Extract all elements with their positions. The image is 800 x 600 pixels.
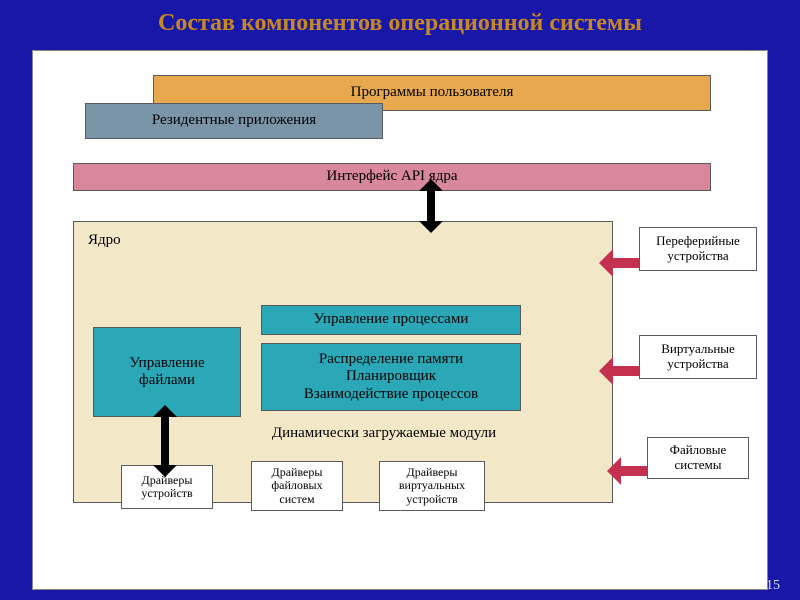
- page-title: Состав компонентов операционной системы: [0, 0, 800, 45]
- box-resident-apps: Резидентные приложения: [85, 103, 383, 139]
- diagram-canvas: Программы пользователя Резидентные прило…: [32, 50, 768, 590]
- box-driver-virtual: Драйверывиртуальныхустройств: [379, 461, 485, 511]
- box-driver-filesystems: Драйверыфайловыхсистем: [251, 461, 343, 511]
- box-process-management: Управление процессами: [261, 305, 521, 335]
- box-driver-devices: Драйверыустройств: [121, 465, 213, 509]
- label: Файловыесистемы: [670, 443, 727, 473]
- box-virtual-devices: Виртуальныеустройства: [639, 335, 757, 379]
- label: Интерфейс API ядра: [327, 168, 458, 185]
- label: Виртуальныеустройства: [661, 342, 735, 372]
- page-number: 15: [766, 578, 780, 594]
- label: Переферийныеустройства: [656, 234, 740, 264]
- label: Драйверыфайловыхсистем: [271, 466, 322, 506]
- label: Резидентные приложения: [152, 112, 316, 129]
- label: Управление процессами: [314, 311, 469, 328]
- label: Динамически загружаемые модули: [272, 425, 496, 442]
- box-dynamic-modules: Динамически загружаемые модули: [229, 423, 539, 445]
- label: Программы пользователя: [351, 84, 514, 101]
- label: Управлениефайлами: [129, 355, 204, 390]
- box-file-systems: Файловыесистемы: [647, 437, 749, 479]
- label: Ядро: [88, 232, 121, 249]
- label: Распределение памятиПланировщикВзаимодей…: [304, 351, 478, 403]
- box-peripheral-devices: Переферийныеустройства: [639, 227, 757, 271]
- label: Драйверывиртуальныхустройств: [399, 466, 465, 506]
- label: Драйверыустройств: [141, 474, 192, 500]
- box-api-interface: Интерфейс API ядра: [73, 163, 711, 191]
- box-memory-scheduler-ipc: Распределение памятиПланировщикВзаимодей…: [261, 343, 521, 411]
- box-file-management: Управлениефайлами: [93, 327, 241, 417]
